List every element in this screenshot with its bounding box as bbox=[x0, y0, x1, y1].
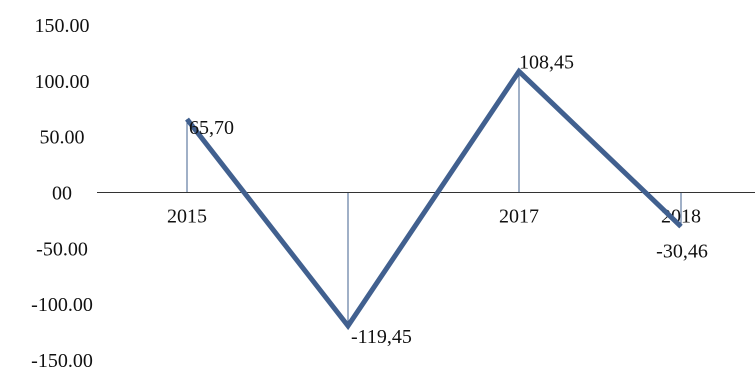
y-tick-label: -100.00 bbox=[31, 294, 93, 316]
y-tick-label: 50.00 bbox=[40, 127, 85, 149]
data-label: 108,45 bbox=[519, 51, 574, 73]
drop-lines bbox=[186, 71, 682, 326]
y-tick-label: 150.00 bbox=[35, 15, 90, 37]
y-tick-label: 100.00 bbox=[35, 71, 90, 93]
y-tick-label: 00 bbox=[52, 183, 72, 205]
data-label: 65,70 bbox=[189, 117, 234, 139]
x-tick-label: 2017 bbox=[499, 206, 539, 228]
y-tick-label: -50.00 bbox=[36, 238, 88, 260]
data-labels: 65,70 -119,45 108,45 -30,46 bbox=[189, 51, 708, 347]
data-label: -30,46 bbox=[656, 241, 708, 263]
series-line bbox=[185, 67, 683, 331]
x-tick-label: 2018 bbox=[661, 206, 701, 228]
y-axis-tick-labels: 150.00 100.00 50.00 00 -50.00 -100.00 -150.00 bbox=[31, 15, 93, 372]
x-axis-tick-labels: 2015 2017 2018 bbox=[167, 206, 701, 228]
data-label: -119,45 bbox=[351, 326, 412, 348]
x-tick-label: 2015 bbox=[167, 206, 207, 228]
y-tick-label: -150.00 bbox=[31, 350, 93, 372]
